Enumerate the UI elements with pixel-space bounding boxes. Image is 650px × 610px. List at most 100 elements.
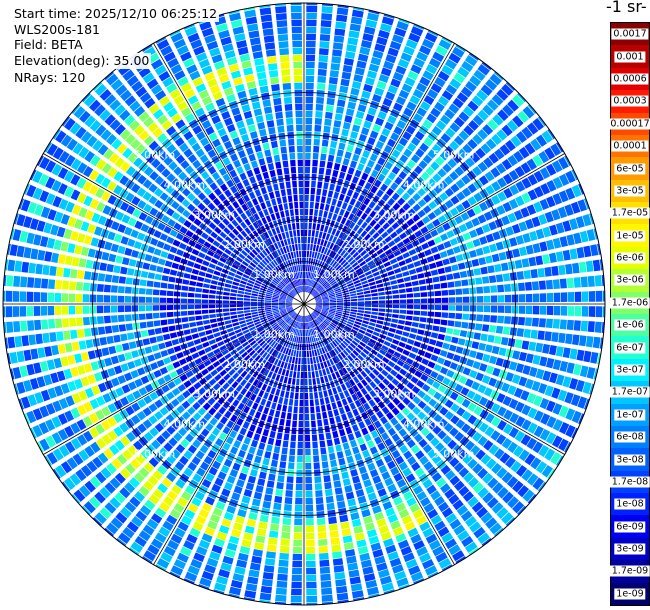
range-gate (70, 407, 81, 419)
range-gate (306, 286, 309, 293)
range-gate (390, 466, 400, 476)
range-gate (366, 274, 374, 280)
range-gate (470, 152, 481, 163)
range-gate (356, 373, 364, 381)
range-gate (292, 273, 296, 280)
range-gate (443, 359, 452, 368)
range-gate (201, 570, 214, 581)
range-gate (378, 465, 388, 474)
range-gate (247, 264, 255, 271)
range-gate (384, 235, 392, 243)
range-gate (314, 251, 318, 259)
range-gate (280, 346, 285, 353)
range-gate (184, 509, 196, 520)
range-gate (130, 183, 141, 194)
range-gate (288, 462, 295, 470)
range-gate (423, 502, 435, 513)
range-gate (533, 410, 544, 422)
range-gate (264, 247, 271, 255)
range-gate (476, 314, 484, 322)
range-gate (354, 321, 362, 326)
range-gate (180, 304, 188, 310)
range-gate (304, 201, 309, 209)
range-gate (467, 402, 477, 412)
range-gate (224, 364, 233, 372)
range-gate (304, 350, 307, 358)
range-gate (170, 32, 184, 43)
range-gate (97, 273, 106, 282)
range-gate (229, 430, 238, 439)
range-gate (186, 341, 195, 348)
range-gate (379, 361, 387, 368)
range-gate (158, 150, 169, 161)
range-gate (200, 265, 208, 272)
range-gate (521, 404, 532, 416)
range-gate (321, 280, 327, 286)
range-gate (189, 280, 197, 286)
range-gate (264, 353, 271, 361)
range-gate (70, 269, 78, 279)
range-gate (367, 107, 377, 116)
range-gate (184, 571, 198, 582)
range-gate (526, 204, 537, 216)
range-gate (248, 224, 255, 232)
range-gate (364, 233, 371, 241)
range-gate (87, 223, 97, 234)
range-gate (201, 368, 209, 376)
range-gate (335, 156, 343, 164)
range-gate (291, 223, 296, 230)
range-gate (227, 356, 235, 364)
range-gate (509, 412, 520, 424)
range-gate (524, 378, 534, 390)
range-gate (160, 282, 168, 289)
range-gate (396, 412, 405, 421)
range-gate (204, 34, 217, 44)
range-gate (226, 214, 235, 222)
range-gate (212, 138, 222, 148)
range-gate (251, 402, 259, 410)
range-gate (76, 177, 87, 189)
range-gate (351, 80, 362, 90)
range-gate (251, 342, 259, 349)
range-gate (384, 438, 393, 447)
range-gate (58, 444, 70, 458)
range-gate (341, 471, 350, 480)
range-gate (305, 47, 316, 55)
range-gate (392, 289, 399, 295)
range-gate (343, 389, 350, 398)
range-gate (309, 392, 314, 400)
range-gate (233, 159, 242, 169)
range-gate (305, 553, 316, 561)
range-gate (305, 54, 316, 62)
range-gate (240, 280, 247, 285)
range-gate (241, 362, 249, 370)
range-gate (354, 200, 362, 209)
range-gate (323, 353, 329, 361)
range-gate (266, 346, 272, 353)
range-gate (415, 266, 423, 273)
range-gate (306, 350, 310, 358)
range-gate (483, 211, 493, 221)
range-gate (326, 197, 332, 205)
range-gate (501, 471, 513, 484)
range-gate (305, 96, 314, 104)
range-gate (555, 346, 564, 357)
range-gate (305, 278, 307, 286)
range-gate (362, 33, 374, 42)
range-gate (264, 305, 272, 308)
range-gate (444, 488, 456, 499)
range-gate (223, 373, 231, 381)
range-gate (224, 410, 232, 419)
range-gate (461, 398, 471, 409)
range-gate (201, 304, 209, 309)
range-gate (473, 69, 486, 82)
range-gate (178, 358, 187, 366)
range-gate (175, 367, 184, 376)
range-gate (376, 36, 388, 46)
range-gate (73, 106, 86, 119)
range-gate (295, 329, 299, 336)
range-gate (467, 196, 477, 206)
range-gate (300, 371, 304, 379)
range-gate (282, 331, 288, 338)
range-gate (289, 311, 295, 316)
